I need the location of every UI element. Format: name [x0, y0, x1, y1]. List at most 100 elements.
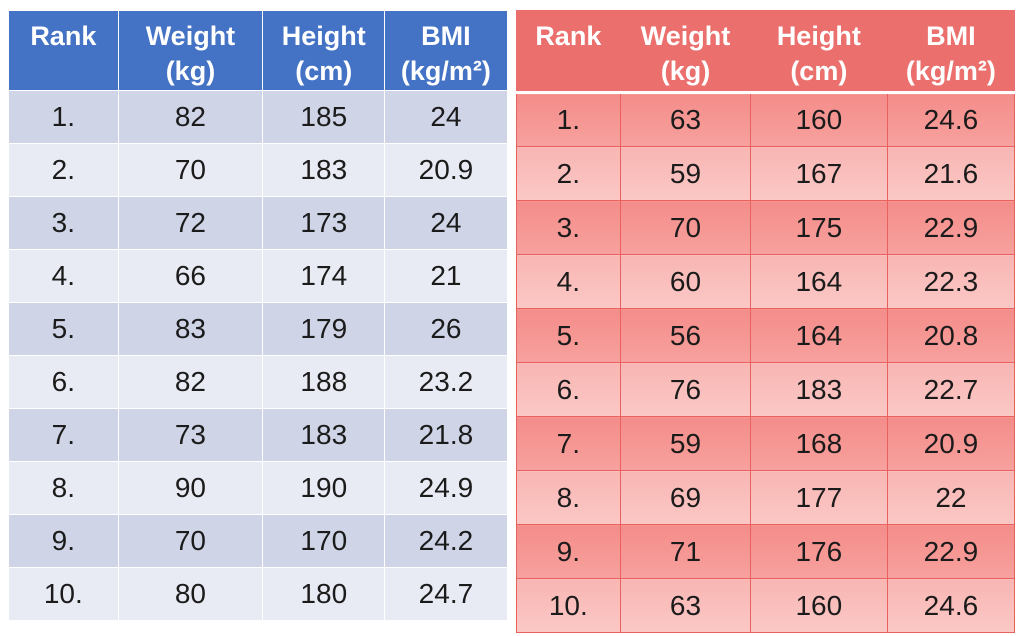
table-header-right: Rank Weight (kg) Height (cm) BMI (kg/m²) [515, 10, 1016, 94]
table-cell: 22 [886, 470, 1016, 525]
table-cell: 59 [620, 416, 751, 471]
table-cell: 164 [749, 254, 888, 309]
table-row: 6. 76 183 22.7 [515, 362, 1016, 417]
table-row: 10. 80 180 24.7 [8, 567, 508, 621]
column-label: Rank [535, 21, 602, 51]
table-cell: 7. [8, 408, 119, 462]
table-cell: 66 [117, 249, 264, 303]
table-row: 6. 82 188 23.2 [8, 355, 508, 409]
table-cell: 23.2 [384, 355, 508, 409]
table-cell: 9. [8, 514, 119, 568]
table-row: 3. 70 175 22.9 [515, 200, 1016, 255]
table-cell: 59 [620, 146, 751, 201]
table-cell: 90 [117, 461, 264, 515]
table-row: 4. 66 174 21 [8, 249, 508, 303]
table-cell: 69 [620, 470, 751, 525]
table-cell: 63 [620, 578, 751, 633]
column-unit: (cm) [295, 55, 353, 86]
table-cell: 3. [515, 200, 622, 255]
table-cell: 183 [262, 143, 386, 197]
table-cell: 21 [384, 249, 508, 303]
column-unit: (kg/m²) [905, 55, 996, 86]
table-cell: 70 [117, 143, 264, 197]
table-cell: 24.2 [384, 514, 508, 568]
table-cell: 8. [515, 470, 622, 525]
column-header-weight: Weight (kg) [620, 10, 751, 94]
table-cell: 168 [749, 416, 888, 471]
table-header-left: Rank Weight (kg) Height (cm) BMI (kg/m²) [8, 10, 508, 91]
table-cell: 24 [384, 196, 508, 250]
table-cell: 56 [620, 308, 751, 363]
table-cell: 6. [515, 362, 622, 417]
column-label: BMI [421, 21, 471, 51]
table-cell: 10. [515, 578, 622, 633]
table-cell: 20.9 [886, 416, 1016, 471]
table-cell: 10. [8, 567, 119, 621]
table-cell: 6. [8, 355, 119, 409]
table-cell: 72 [117, 196, 264, 250]
column-header-rank: Rank [515, 10, 622, 94]
table-row: 2. 59 167 21.6 [515, 146, 1016, 201]
column-label: BMI [926, 21, 976, 51]
table-row: 8. 90 190 24.9 [8, 461, 508, 515]
table-row: 2. 70 183 20.9 [8, 143, 508, 197]
table-row: 10. 63 160 24.6 [515, 578, 1016, 633]
table-cell: 185 [262, 90, 386, 144]
table-cell: 80 [117, 567, 264, 621]
table-cell: 5. [515, 308, 622, 363]
column-label: Height [776, 21, 861, 51]
table-row: 1. 82 185 24 [8, 90, 508, 144]
table-body-left: 1. 82 185 24 2. 70 183 20.9 3. 72 173 24 4. 66 174 21 5.… [8, 90, 508, 621]
table-row: 4. 60 164 22.3 [515, 254, 1016, 309]
table-cell: 73 [117, 408, 264, 462]
table-cell: 22.7 [886, 362, 1016, 417]
table-cell: 5. [8, 302, 119, 356]
table-cell: 22.3 [886, 254, 1016, 309]
table-cell: 160 [749, 92, 888, 147]
column-header-rank: Rank [8, 10, 119, 91]
table-cell: 170 [262, 514, 386, 568]
header-row: Rank Weight (kg) Height (cm) BMI (kg/m²) [8, 10, 508, 91]
column-label: Weight [640, 21, 731, 51]
bmi-table-right: Rank Weight (kg) Height (cm) BMI (kg/m²)… [515, 10, 1016, 633]
table-row: 7. 73 183 21.8 [8, 408, 508, 462]
table-cell: 24.7 [384, 567, 508, 621]
table-cell: 180 [262, 567, 386, 621]
table-cell: 9. [515, 524, 622, 579]
table-cell: 2. [8, 143, 119, 197]
column-header-height: Height (cm) [749, 10, 888, 94]
table-cell: 21.8 [384, 408, 508, 462]
table-cell: 175 [749, 200, 888, 255]
column-unit: (kg) [660, 55, 711, 86]
table-row: 9. 70 170 24.2 [8, 514, 508, 568]
table-cell: 24.6 [886, 578, 1016, 633]
header-row: Rank Weight (kg) Height (cm) BMI (kg/m²) [515, 10, 1016, 94]
table-cell: 174 [262, 249, 386, 303]
table-row: 5. 56 164 20.8 [515, 308, 1016, 363]
table-cell: 167 [749, 146, 888, 201]
table-cell: 21.6 [886, 146, 1016, 201]
column-header-height: Height (cm) [262, 10, 386, 91]
table-cell: 4. [515, 254, 622, 309]
column-unit: (kg/m²) [400, 55, 491, 86]
table-cell: 82 [117, 90, 264, 144]
table-cell: 71 [620, 524, 751, 579]
table-cell: 63 [620, 92, 751, 147]
table-cell: 8. [8, 461, 119, 515]
table-cell: 24 [384, 90, 508, 144]
table-cell: 22.9 [886, 200, 1016, 255]
table-cell: 179 [262, 302, 386, 356]
table-cell: 24.9 [384, 461, 508, 515]
table-body-right: 1. 63 160 24.6 2. 59 167 21.6 3. 70 175 22.9 4. 60 164… [515, 92, 1016, 633]
table-cell: 188 [262, 355, 386, 409]
table-cell: 164 [749, 308, 888, 363]
table-cell: 176 [749, 524, 888, 579]
table-cell: 26 [384, 302, 508, 356]
table-cell: 177 [749, 470, 888, 525]
table-cell: 190 [262, 461, 386, 515]
column-unit: (cm) [790, 55, 848, 86]
table-cell: 20.8 [886, 308, 1016, 363]
column-header-bmi: BMI (kg/m²) [384, 10, 508, 91]
table-cell: 7. [515, 416, 622, 471]
table-row: 5. 83 179 26 [8, 302, 508, 356]
